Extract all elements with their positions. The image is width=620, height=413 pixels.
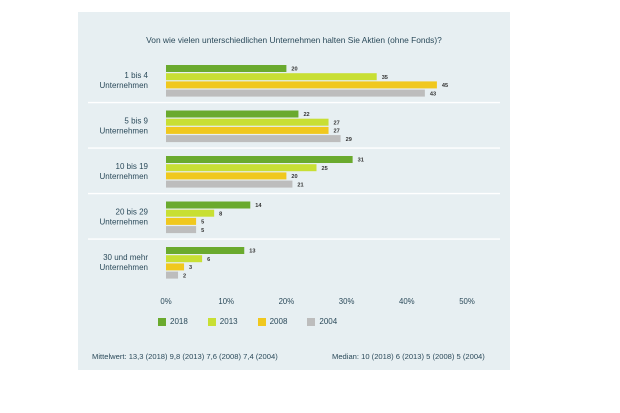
bar bbox=[166, 65, 287, 72]
bar bbox=[166, 135, 341, 143]
bar bbox=[166, 81, 437, 89]
legend-item: 2013 bbox=[207, 317, 238, 326]
legend-label: 2004 bbox=[319, 317, 338, 326]
data-label: 2 bbox=[183, 273, 186, 279]
category-label: 1 bis 4 Unternehmen bbox=[100, 71, 149, 90]
bar bbox=[166, 172, 287, 180]
legend-swatch bbox=[207, 317, 216, 326]
bar bbox=[166, 89, 425, 97]
data-label: 14 bbox=[255, 203, 262, 209]
data-label: 5 bbox=[201, 228, 204, 234]
bar bbox=[166, 73, 377, 81]
bar bbox=[166, 255, 203, 263]
bar bbox=[166, 226, 197, 234]
data-label: 35 bbox=[382, 75, 388, 81]
data-label: 29 bbox=[346, 137, 352, 143]
data-label: 20 bbox=[291, 174, 297, 180]
bar bbox=[166, 209, 215, 217]
bar bbox=[166, 263, 185, 271]
legend-swatch bbox=[307, 317, 316, 326]
category-label: 10 bis 19 Unternehmen bbox=[100, 162, 149, 181]
x-tick-label: 30% bbox=[339, 297, 355, 306]
data-label: 5 bbox=[201, 220, 204, 226]
bar bbox=[166, 217, 197, 225]
legend-label: 2013 bbox=[219, 317, 238, 326]
bar bbox=[166, 247, 245, 254]
chart-title: Von wie vielen unterschiedlichen Unterne… bbox=[146, 35, 442, 45]
bar bbox=[166, 180, 293, 188]
data-label: 45 bbox=[442, 83, 448, 89]
data-label: 20 bbox=[291, 67, 297, 73]
legend-swatch bbox=[257, 317, 266, 326]
bar bbox=[166, 118, 329, 126]
data-label: 27 bbox=[334, 129, 340, 135]
data-label: 43 bbox=[430, 91, 436, 97]
bar bbox=[166, 126, 329, 134]
bar bbox=[166, 156, 353, 163]
data-label: 22 bbox=[303, 112, 309, 118]
bar bbox=[166, 110, 299, 118]
x-tick-label: 50% bbox=[459, 297, 475, 306]
x-tick-label: 40% bbox=[399, 297, 415, 306]
legend-label: 2008 bbox=[269, 317, 288, 326]
data-label: 8 bbox=[219, 211, 222, 217]
data-label: 31 bbox=[358, 158, 364, 164]
x-tick-label: 0% bbox=[160, 297, 171, 306]
legend: 2018 2013 2008 2004 bbox=[158, 317, 337, 326]
mean-values: Mittelwert: 13,3 (2018) 9,8 (2013) 7,6 (… bbox=[92, 352, 278, 361]
legend-swatch bbox=[158, 317, 166, 326]
data-label: 3 bbox=[189, 265, 192, 271]
data-label: 6 bbox=[207, 257, 210, 263]
x-tick-label: 10% bbox=[218, 297, 234, 306]
median-values: Median: 10 (2018) 6 (2013) 5 (2008) 5 (2… bbox=[332, 352, 485, 361]
legend-item: 2018 bbox=[158, 317, 188, 326]
data-label: 21 bbox=[297, 182, 303, 188]
data-label: 13 bbox=[249, 249, 255, 255]
bar bbox=[166, 271, 179, 279]
chart-panel: Von wie vielen unterschiedlichen Unterne… bbox=[78, 12, 510, 370]
legend-label: 2018 bbox=[170, 317, 188, 326]
data-label: 27 bbox=[334, 120, 340, 126]
bar bbox=[166, 164, 317, 172]
category-label: 5 bis 9 Unternehmen bbox=[100, 116, 149, 135]
legend-item: 2004 bbox=[307, 317, 337, 326]
data-label: 25 bbox=[322, 166, 328, 172]
x-tick-label: 20% bbox=[279, 297, 295, 306]
legend-item: 2008 bbox=[257, 317, 288, 326]
bar bbox=[166, 201, 251, 209]
chart-footer: Mittelwert: 13,3 (2018) 9,8 (2013) 7,6 (… bbox=[92, 352, 502, 361]
category-label: 20 bis 29 Unternehmen bbox=[100, 207, 149, 226]
category-label: 30 und mehr Unternehmen bbox=[100, 253, 149, 272]
